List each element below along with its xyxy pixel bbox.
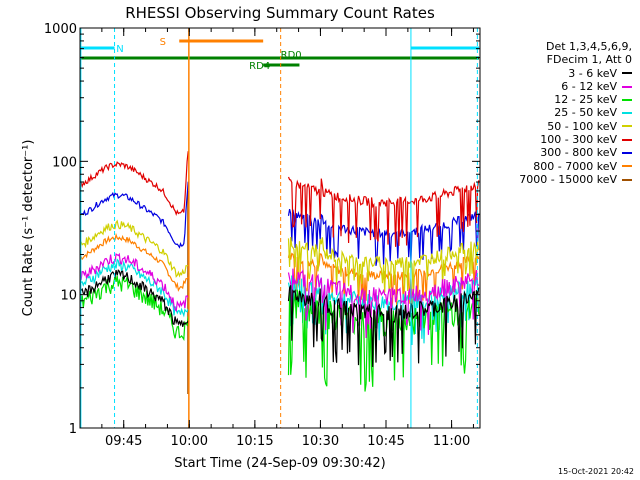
x-tick-label: 10:30 [302,434,339,449]
y-axis-label: Count Rate (s⁻¹ detector⁻¹) [21,140,36,317]
legend: Det 1,3,4,5,6,9, FDecim 1, Att 0 3 - 6 k… [482,40,632,186]
saa-flag-label: S [160,37,166,48]
legend-item: 6 - 12 keV [482,80,632,93]
legend-item: 7000 - 15000 keV [482,173,632,186]
legend-header-line-1: Det 1,3,4,5,6,9, [545,40,632,53]
series-line [287,176,480,247]
series-line [79,219,189,278]
rd0-flag-label: RD0 [281,50,302,61]
legend-label: 3 - 6 keV [568,66,617,80]
night-flag-label: N [116,44,123,55]
legend-item: 800 - 7000 keV [482,160,632,173]
x-tick-label: 10:15 [236,434,273,449]
legend-swatch [622,152,632,155]
chart-title: RHESSI Observing Summary Count Rates [125,4,435,22]
x-tick-label: 09:45 [105,434,142,449]
legend-item: 50 - 100 keV [482,120,632,133]
x-axis-label: Start Time (24-Sep-09 09:30:42) [174,456,385,471]
legend-swatch [622,85,632,88]
series-line [287,268,480,339]
legend-swatch [622,125,632,128]
legend-swatch [622,112,632,115]
x-tick-label: 10:45 [367,434,404,449]
legend-label: 6 - 12 keV [561,79,617,93]
x-tick-label: 11:00 [433,434,470,449]
plot-frame [79,27,481,429]
series-line [80,269,189,327]
y-tick-label: 1 [69,422,77,437]
legend-label: 800 - 7000 keV [533,159,617,173]
legend-label: 100 - 300 keV [540,133,617,147]
series-line [79,258,189,318]
series-line [79,275,189,342]
y-tick-label: 1000 [44,22,77,37]
legend-item: 300 - 800 keV [482,146,632,159]
series-line [287,285,480,368]
series-line [79,232,189,292]
legend-label: 50 - 100 keV [547,119,617,133]
legend-swatch [622,138,632,141]
y-tick-label: 100 [52,155,77,170]
legend-swatch [622,98,632,101]
legend-label: 7000 - 15000 keV [519,172,617,186]
legend-label: 25 - 50 keV [554,106,617,120]
legend-swatch [622,178,632,181]
legend-header-line-2: FDecim 1, Att 0 [546,53,632,67]
series-line [79,252,189,313]
x-tick-label: 10:00 [171,434,208,449]
legend-item: 3 - 6 keV [482,67,632,80]
legend-item: 25 - 50 keV [482,106,632,119]
series-line [287,236,480,293]
rd4-flag-label: RD4 [249,61,270,72]
legend-item: 100 - 300 keV [482,133,632,146]
legend-label: 300 - 800 keV [540,146,617,160]
series-line [79,151,189,216]
y-tick-label: 10 [60,289,77,304]
legend-swatch [622,165,632,168]
legend-item: 12 - 25 keV [482,93,632,106]
timestamp: 15-Oct-2021 20:42 [558,467,634,476]
series-line [79,181,189,249]
legend-label: 12 - 25 keV [554,93,617,107]
legend-swatch [622,72,632,75]
